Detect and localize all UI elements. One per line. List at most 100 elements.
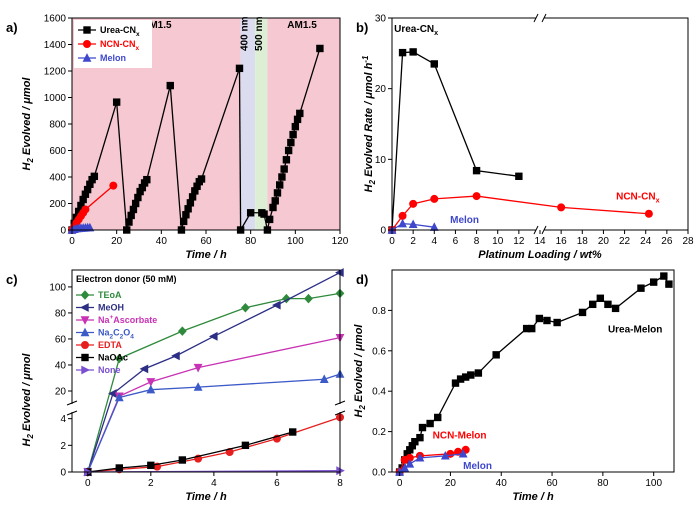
legend-label-Urea-CNx: Urea-CNx (100, 25, 140, 38)
data-point (134, 193, 142, 202)
y-axis-label: H2 Evolved / μmol (21, 77, 35, 171)
x-axis-label: Time / h (185, 491, 227, 503)
region-label: AM1.5 (142, 20, 172, 31)
data-point (589, 300, 597, 309)
data-point (528, 324, 536, 333)
data-point (269, 203, 277, 212)
region-label: AM1.5 (287, 20, 317, 31)
series-NCN-CNx (388, 192, 653, 234)
axis-break-mark (66, 400, 78, 406)
axis-break-mark (541, 225, 547, 235)
data-point (458, 448, 468, 458)
x-tick-label: 24 (640, 236, 652, 247)
data-point (543, 316, 551, 325)
y-tick-label: 60 (55, 334, 67, 345)
data-point (304, 293, 313, 304)
data-point (109, 181, 118, 190)
axis-break-gap (536, 15, 544, 21)
legend-marker-Melon (82, 53, 92, 62)
data-point (430, 60, 438, 68)
y-tick-label: 1400 (44, 40, 67, 51)
series-Melon (387, 218, 439, 234)
y-tick-label: 0.2 (372, 427, 386, 438)
legend-label-None: None (98, 365, 121, 375)
data-point (278, 173, 286, 181)
data-point (398, 218, 407, 228)
data-point (147, 461, 155, 470)
region-band (255, 18, 268, 230)
data-point (296, 109, 304, 118)
legend: Electron donor (50 mM) TEoA MeOHNa+Ascorba… (76, 274, 177, 375)
x-tick-label: 120 (332, 236, 349, 247)
x-tick-label: 60 (546, 478, 558, 489)
data-point (114, 392, 124, 402)
data-point (434, 413, 442, 422)
x-tick-label: 0 (85, 478, 91, 489)
y-tick-label: 30 (375, 14, 387, 25)
data-point (127, 211, 135, 220)
series-line (87, 373, 341, 473)
data-point (515, 172, 523, 180)
region-label: 500 nm (254, 16, 265, 51)
data-point (451, 379, 460, 387)
data-point (316, 44, 324, 53)
series-line (87, 431, 293, 473)
legend-marker-Na2C2O4 (80, 327, 90, 337)
axis-break-mark (334, 410, 346, 416)
data-point (426, 419, 434, 428)
legend-marker-EDTA (81, 341, 89, 349)
data-point (649, 278, 658, 286)
legend-marker-TEoA (80, 290, 90, 300)
data-point (637, 284, 645, 292)
series-reset-line (169, 85, 183, 231)
legend-label-MeOH: MeOH (98, 303, 124, 313)
series-line (87, 272, 341, 473)
plot-frame (71, 269, 341, 473)
data-point (193, 382, 203, 391)
data-point (177, 326, 187, 336)
legend-title: Electron donor (50 mM) (76, 274, 177, 284)
data-point (400, 463, 410, 472)
axis-break-mark (533, 225, 539, 235)
legend-marker-NCN-CNx (83, 40, 91, 48)
data-point (241, 441, 250, 450)
x-tick-label: 6 (453, 236, 459, 247)
data-point (644, 209, 653, 218)
series-EDTA (83, 413, 344, 476)
data-point (415, 452, 425, 462)
series-annotation: NCN-Melon (433, 431, 487, 442)
data-point (272, 300, 281, 310)
series-Urea-CNx (388, 48, 523, 234)
legend-label-NCN-CNx: NCN-CNx (100, 39, 140, 52)
legend-label-Na+Ascorbate: Na+Ascorbate (98, 314, 157, 325)
y-tick-label: 0 (60, 468, 66, 479)
series-Urea-Melon (395, 272, 673, 476)
data-point (416, 433, 424, 442)
y-axis-label: H2 Evolved / μmol (353, 324, 367, 418)
legend-marker-NaOAc (81, 353, 89, 362)
data-point (289, 130, 297, 139)
y-tick-label: 0.0 (372, 468, 386, 479)
x-tick-label: 20 (598, 236, 610, 247)
data-point (293, 115, 302, 124)
legend-label-Na2C2O4: Na2C2O4 (98, 328, 134, 341)
panel-b: 0 2 4 6 8 10 12 14 16 18 20 22 24 26 280102030Platinum… (356, 14, 694, 262)
data-point (246, 209, 255, 217)
data-point (578, 308, 587, 317)
data-point (284, 146, 293, 155)
y-axis-label: H2 Evolved Rate / μmol h-1 (361, 56, 377, 193)
axis-break-gap (336, 404, 344, 412)
data-point (660, 272, 668, 280)
x-tick-label: 40 (496, 478, 508, 489)
data-point (186, 199, 195, 207)
data-point (193, 363, 203, 373)
data-point (114, 353, 124, 364)
series-line (399, 275, 670, 473)
series-reset-line (263, 213, 269, 231)
series-TEoA (83, 288, 345, 477)
data-point (184, 205, 192, 213)
data-point (197, 175, 206, 183)
region-label: 400 nm (239, 16, 250, 51)
y-tick-label: 0 (380, 226, 386, 237)
y-tick-label: 2 (60, 441, 66, 452)
